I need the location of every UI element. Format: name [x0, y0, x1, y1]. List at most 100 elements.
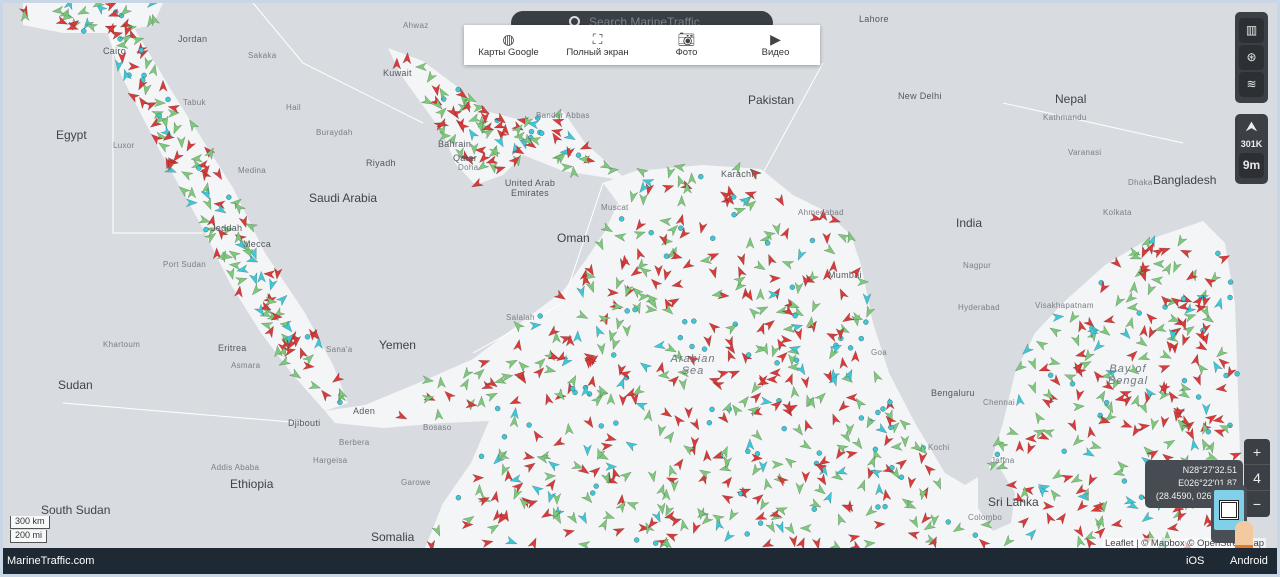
- vessel-marker[interactable]: [532, 365, 546, 379]
- zoom-out-button[interactable]: −: [1252, 496, 1262, 512]
- vessel-marker[interactable]: [664, 342, 678, 355]
- vessel-marker[interactable]: [526, 119, 540, 130]
- vessel-marker[interactable]: [481, 121, 495, 133]
- vessel-marker[interactable]: [823, 243, 838, 257]
- vessel-marker[interactable]: [619, 469, 634, 483]
- vessel-marker[interactable]: [768, 508, 782, 520]
- vessel-marker[interactable]: [1199, 437, 1212, 452]
- vessel-marker[interactable]: [1049, 373, 1063, 389]
- vessel-marker[interactable]: [634, 258, 649, 273]
- vessel-marker[interactable]: [566, 373, 579, 388]
- vessel-marker[interactable]: [282, 331, 296, 346]
- vessel-marker[interactable]: [809, 299, 821, 313]
- vessel-marker[interactable]: [783, 455, 798, 469]
- time-filter-button[interactable]: 9m: [1239, 153, 1264, 178]
- vessel-marker[interactable]: [709, 406, 715, 413]
- vessel-marker[interactable]: [486, 521, 501, 535]
- vessel-marker[interactable]: [678, 377, 688, 391]
- vessel-marker[interactable]: [653, 340, 667, 351]
- vessel-marker[interactable]: [659, 536, 675, 548]
- vessel-marker[interactable]: [1100, 371, 1114, 381]
- vessel-marker[interactable]: [1042, 427, 1056, 438]
- qr-app-promo[interactable]: [1211, 485, 1247, 543]
- vessel-marker[interactable]: [170, 149, 185, 164]
- vessel-marker[interactable]: [119, 32, 134, 46]
- vessel-marker[interactable]: [144, 99, 158, 111]
- vessel-marker[interactable]: [665, 165, 676, 180]
- vessel-marker[interactable]: [1069, 381, 1076, 387]
- vessel-marker[interactable]: [779, 334, 793, 344]
- vessel-marker[interactable]: [755, 322, 768, 336]
- vessel-marker[interactable]: [774, 337, 788, 352]
- vessel-marker[interactable]: [629, 392, 639, 406]
- vessel-marker[interactable]: [508, 153, 523, 168]
- vessel-marker[interactable]: [545, 490, 557, 504]
- vessel-marker[interactable]: [1204, 451, 1219, 463]
- vessel-marker[interactable]: [302, 361, 315, 371]
- vessel-marker[interactable]: [706, 250, 720, 262]
- vessel-marker[interactable]: [843, 368, 856, 382]
- vessel-marker[interactable]: [945, 519, 951, 525]
- vessel-marker[interactable]: [907, 529, 921, 541]
- vessel-marker[interactable]: [677, 368, 690, 378]
- vessel-marker[interactable]: [1083, 536, 1097, 548]
- vessel-marker[interactable]: [840, 501, 855, 514]
- vessel-marker[interactable]: [711, 450, 725, 462]
- vessel-marker[interactable]: [779, 226, 792, 241]
- vessel-marker[interactable]: [141, 82, 152, 96]
- vessel-marker[interactable]: [665, 530, 679, 543]
- vessel-marker[interactable]: [446, 105, 460, 120]
- vessel-marker[interactable]: [795, 248, 807, 262]
- vessel-marker[interactable]: [593, 483, 599, 489]
- vessel-marker[interactable]: [1005, 426, 1020, 438]
- vessel-marker[interactable]: [1119, 388, 1133, 400]
- vessel-marker[interactable]: [1218, 422, 1232, 434]
- vessel-marker[interactable]: [1169, 295, 1184, 308]
- vessel-marker[interactable]: [825, 330, 839, 343]
- vessel-marker[interactable]: [749, 463, 763, 478]
- vessel-marker[interactable]: [679, 518, 689, 532]
- vessel-marker[interactable]: [1119, 419, 1134, 431]
- vessel-marker[interactable]: [1166, 522, 1180, 533]
- layers-button[interactable]: ≋: [1239, 72, 1264, 97]
- vessel-marker[interactable]: [522, 451, 536, 462]
- vessel-marker[interactable]: [618, 216, 625, 222]
- vessel-marker[interactable]: [66, 21, 80, 33]
- vessel-marker[interactable]: [858, 415, 865, 421]
- vessel-marker[interactable]: [227, 248, 241, 261]
- vessel-marker[interactable]: [666, 222, 680, 237]
- vessel-marker[interactable]: [613, 232, 627, 242]
- vessel-marker[interactable]: [1112, 294, 1126, 309]
- vessel-marker[interactable]: [466, 127, 480, 142]
- vessel-marker[interactable]: [212, 167, 226, 182]
- vessel-marker[interactable]: [1043, 511, 1056, 526]
- vessel-marker[interactable]: [204, 146, 217, 161]
- vessel-marker[interactable]: [292, 334, 302, 348]
- vessel-marker[interactable]: [638, 360, 653, 374]
- vessel-marker[interactable]: [114, 59, 124, 72]
- vessel-marker[interactable]: [744, 198, 759, 212]
- vessel-marker[interactable]: [828, 260, 838, 273]
- vessel-marker[interactable]: [1207, 271, 1222, 285]
- vessel-marker[interactable]: [156, 112, 162, 119]
- vessel-marker[interactable]: [1085, 473, 1098, 487]
- vessel-marker[interactable]: [552, 436, 566, 449]
- vessel-marker[interactable]: [716, 368, 730, 380]
- vessel-marker[interactable]: [232, 200, 247, 215]
- vessel-marker[interactable]: [521, 115, 534, 129]
- vessel-marker[interactable]: [465, 399, 478, 409]
- vessel-marker[interactable]: [583, 352, 596, 362]
- vessel-marker[interactable]: [477, 357, 491, 369]
- vessel-marker[interactable]: [863, 305, 876, 319]
- vessel-marker[interactable]: [1157, 245, 1172, 257]
- vessel-marker[interactable]: [572, 330, 582, 343]
- vessel-marker[interactable]: [1205, 429, 1211, 435]
- vessel-marker[interactable]: [897, 417, 912, 431]
- vessel-marker[interactable]: [549, 131, 563, 146]
- vessel-marker[interactable]: [816, 450, 822, 456]
- vessel-marker[interactable]: [273, 267, 283, 280]
- vessel-marker[interactable]: [185, 198, 198, 208]
- vessel-marker[interactable]: [657, 370, 671, 380]
- vessel-marker[interactable]: [866, 455, 878, 469]
- vessel-marker[interactable]: [972, 532, 978, 538]
